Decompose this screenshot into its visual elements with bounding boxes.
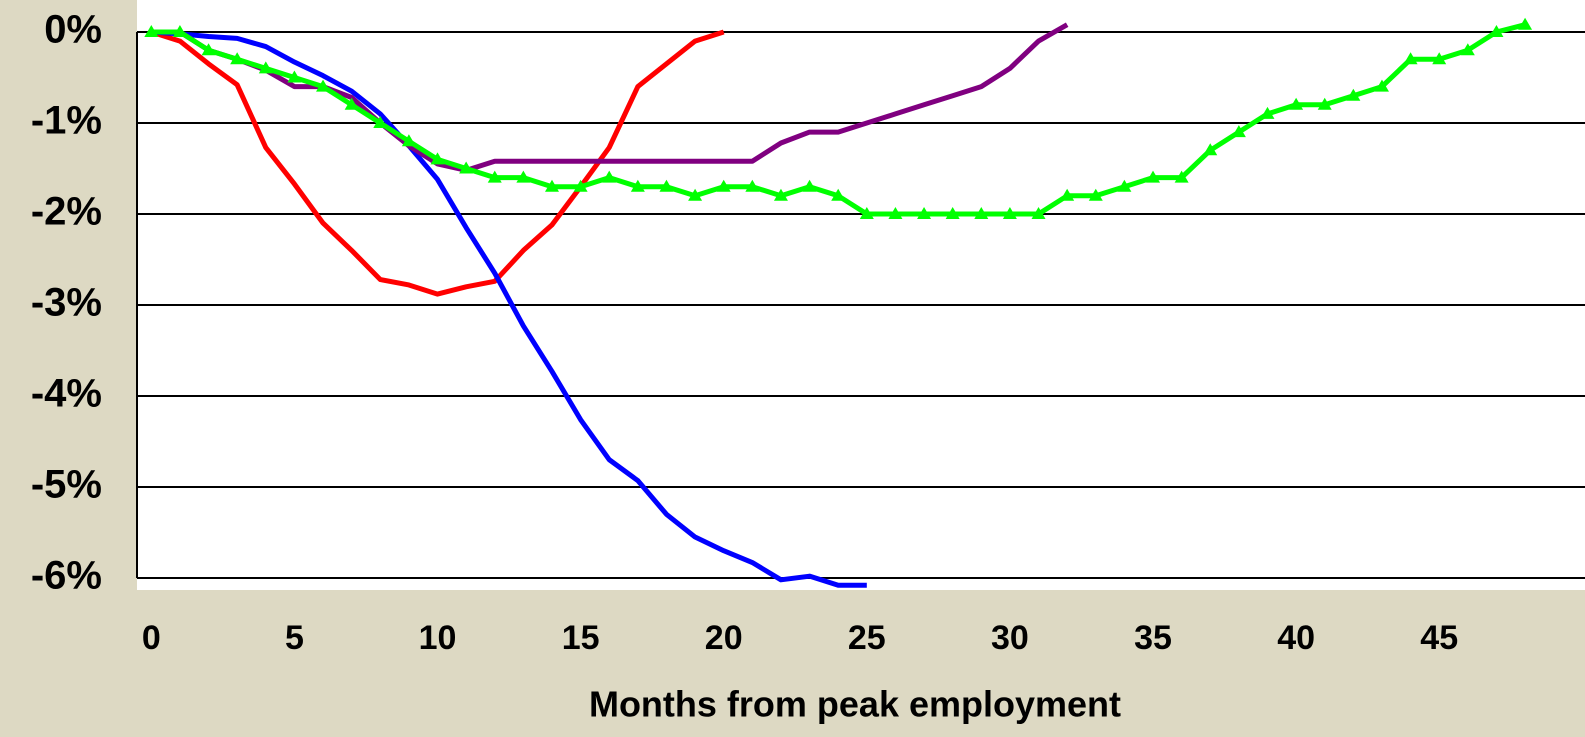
data-marker — [544, 179, 559, 192]
x-tick-label: 30 — [991, 619, 1029, 657]
data-line — [151, 29, 867, 588]
data-marker — [316, 79, 331, 92]
data-marker — [1260, 106, 1275, 119]
y-tick-label: -6% — [31, 554, 102, 598]
data-marker — [1289, 97, 1304, 110]
data-marker — [573, 179, 588, 192]
data-marker — [745, 179, 760, 192]
data-marker — [487, 170, 502, 183]
data-marker — [716, 179, 731, 192]
data-marker — [1031, 207, 1046, 219]
data-marker — [1403, 52, 1418, 65]
data-marker — [1174, 170, 1189, 183]
data-marker — [373, 116, 388, 128]
data-marker — [1346, 88, 1361, 101]
data-marker — [1432, 52, 1447, 65]
data-marker — [344, 97, 359, 110]
data-marker — [1460, 43, 1475, 56]
x-tick-label: 45 — [1420, 619, 1458, 657]
data-marker — [1317, 97, 1332, 110]
data-marker — [258, 61, 273, 74]
data-line — [151, 22, 1069, 173]
y-tick-label: -4% — [31, 372, 102, 416]
data-marker — [516, 170, 531, 183]
x-tick-label: 20 — [705, 619, 743, 657]
y-tick-label: 0% — [44, 8, 102, 52]
y-tick-label: -1% — [31, 99, 102, 143]
data-marker — [888, 207, 903, 219]
data-marker — [1489, 25, 1504, 37]
x-tick-label: 25 — [848, 619, 886, 657]
data-line — [150, 29, 725, 297]
data-marker — [630, 179, 645, 192]
data-marker — [1002, 207, 1017, 219]
data-marker — [459, 161, 474, 174]
data-marker — [1374, 79, 1389, 92]
data-marker — [602, 170, 617, 183]
x-tick-label: 40 — [1277, 619, 1315, 657]
data-marker — [831, 188, 846, 201]
data-marker — [1060, 188, 1075, 201]
data-marker — [688, 188, 703, 201]
data-marker — [859, 207, 874, 219]
data-marker — [201, 43, 216, 56]
data-marker — [945, 207, 960, 219]
x-tick-label: 35 — [1134, 619, 1172, 657]
data-marker — [1088, 188, 1103, 201]
y-tick-label: -2% — [31, 190, 102, 234]
data-marker — [802, 179, 817, 192]
data-marker — [974, 207, 989, 219]
data-marker — [1518, 17, 1533, 30]
y-tick-label: -3% — [31, 281, 102, 325]
data-marker — [230, 52, 245, 65]
data-marker — [773, 188, 788, 201]
data-marker — [430, 152, 445, 165]
x-tick-label: 10 — [419, 619, 457, 657]
data-marker — [1203, 143, 1218, 156]
data-marker — [1117, 179, 1132, 192]
data-marker — [144, 25, 159, 37]
data-marker — [659, 179, 674, 192]
x-tick-label: 15 — [562, 619, 600, 657]
data-marker — [401, 134, 416, 147]
data-marker — [287, 70, 302, 83]
y-tick-label: -5% — [31, 463, 102, 507]
x-tick-label: 0 — [142, 619, 161, 657]
data-marker — [917, 207, 932, 219]
data-marker — [1146, 170, 1161, 183]
data-marker — [172, 25, 187, 37]
x-tick-label: 5 — [285, 619, 304, 657]
x-axis-label: Months from peak employment — [589, 684, 1121, 725]
data-marker — [1231, 125, 1246, 138]
